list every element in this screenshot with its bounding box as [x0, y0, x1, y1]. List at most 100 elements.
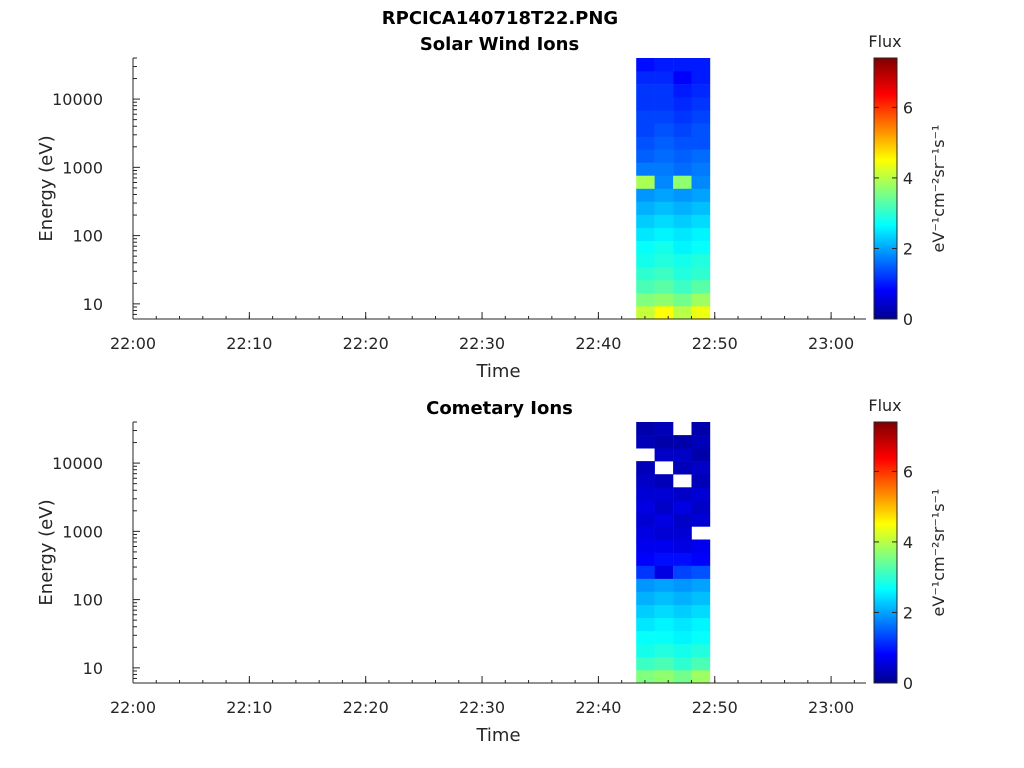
y-tick-label: 1000 — [62, 522, 103, 541]
heatmap-cell — [691, 253, 711, 268]
heatmap-cell — [636, 292, 655, 307]
heatmap-cell — [654, 214, 674, 228]
heatmap-cell — [636, 670, 655, 684]
heatmap-cell — [673, 292, 692, 307]
heatmap-cell — [636, 578, 655, 592]
heatmap-cell — [654, 539, 674, 553]
heatmap-cell — [636, 539, 655, 553]
panel-title: Cometary Ions — [426, 398, 573, 419]
heatmap-cell — [636, 617, 655, 632]
y-tick-label: 1000 — [62, 158, 103, 177]
colorbar: Flux 0 2 4 6 eV⁻¹cm⁻²sr⁻¹s⁻¹ — [868, 396, 948, 693]
heatmap-cell — [654, 305, 674, 320]
heatmap-cell — [673, 539, 692, 553]
heatmap-cell — [654, 526, 674, 540]
heatmap-cell — [636, 435, 655, 449]
heatmap-cell — [691, 227, 711, 241]
heatmap-cell — [636, 513, 655, 527]
heatmap-cell — [654, 123, 674, 137]
heatmap-cell — [636, 630, 655, 645]
heatmap-cell — [673, 435, 692, 449]
heatmap-cell — [636, 656, 655, 671]
x-tick-label: 22:00 — [110, 334, 156, 353]
heatmap-cell — [673, 123, 692, 137]
heatmap-cell — [673, 58, 692, 72]
heatmap-cell — [636, 58, 655, 72]
heatmap-cell — [691, 604, 711, 618]
x-tick-label: 22:10 — [226, 334, 272, 353]
colorbar-tick-label: 2 — [903, 603, 913, 622]
heatmap-cell — [673, 630, 692, 645]
heatmap-cell — [673, 526, 692, 540]
heatmap-cell — [691, 123, 711, 137]
heatmap-cell — [636, 422, 655, 436]
colorbar-tick-label: 6 — [903, 98, 913, 117]
heatmap-cell — [654, 643, 674, 658]
colorbar-tick-label: 4 — [903, 169, 913, 188]
x-tick-label: 23:00 — [808, 334, 854, 353]
colorbar-label: eV⁻¹cm⁻²sr⁻¹s⁻¹ — [929, 489, 948, 617]
heatmap-cell — [691, 162, 711, 176]
x-tick-label: 22:30 — [459, 334, 505, 353]
heatmap-cell — [673, 305, 692, 320]
heatmap-cell — [636, 175, 655, 189]
heatmap-cell — [691, 448, 711, 462]
x-tick-label: 22:40 — [575, 334, 621, 353]
heatmap-cell — [636, 97, 655, 111]
heatmap-cell — [654, 578, 674, 592]
heatmap-cell — [673, 643, 692, 658]
heatmap-cell — [654, 474, 674, 488]
heatmap-cell — [636, 279, 655, 294]
heatmap-cell — [654, 487, 674, 501]
heatmap-cell — [636, 487, 655, 501]
heatmap-cell — [691, 149, 711, 163]
heatmap-cell — [636, 136, 655, 150]
heatmap-cell — [691, 539, 711, 553]
colorbar-label: eV⁻¹cm⁻²sr⁻¹s⁻¹ — [929, 125, 948, 253]
heatmap-cell — [691, 240, 711, 255]
heatmap-cell — [673, 266, 692, 281]
heatmap-cell — [636, 565, 655, 579]
heatmap-cell — [636, 123, 655, 137]
heatmap-cell — [673, 227, 692, 241]
colorbar-tick-label: 0 — [903, 310, 913, 329]
heatmap-cell — [654, 448, 674, 462]
heatmap-cell — [691, 500, 711, 514]
y-tick-label: 100 — [72, 591, 103, 610]
x-tick-label: 22:20 — [343, 334, 389, 353]
heatmap-cell — [636, 253, 655, 268]
heatmap-cell — [636, 643, 655, 658]
heatmap-cell — [691, 565, 711, 579]
heatmap-cell — [636, 474, 655, 488]
y-tick-label: 100 — [72, 227, 103, 246]
colorbar: Flux 0 2 4 6 eV⁻¹cm⁻²sr⁻¹s⁻¹ — [868, 32, 948, 329]
heatmap-cell — [691, 188, 711, 202]
heatmap-cell — [691, 578, 711, 592]
heatmap-cell — [691, 513, 711, 527]
heatmap-cell — [636, 110, 655, 124]
heatmap-cell — [691, 643, 711, 658]
x-tick-label: 22:30 — [459, 698, 505, 717]
colorbar-gradient — [873, 57, 898, 320]
heatmap-cell — [673, 136, 692, 150]
heatmap-cell — [654, 617, 674, 632]
heatmap-cell — [673, 162, 692, 176]
x-tick-label: 22:50 — [692, 334, 738, 353]
heatmap-cell — [691, 422, 711, 436]
heatmap-cell — [654, 656, 674, 671]
heatmap-cell — [691, 71, 711, 85]
heatmap-cell — [673, 279, 692, 294]
heatmap-cell — [654, 292, 674, 307]
y-tick-label: 10000 — [52, 454, 103, 473]
heatmap-cell — [691, 266, 711, 281]
heatmap-cell — [654, 201, 674, 215]
heatmap-cell — [636, 526, 655, 540]
panel-title: Solar Wind Ions — [420, 34, 579, 55]
heatmap-cell — [636, 227, 655, 241]
heatmap-cell — [636, 552, 655, 566]
heatmap-cell — [636, 188, 655, 202]
heatmap-cell — [654, 58, 674, 72]
heatmap-cell — [673, 604, 692, 618]
heatmap-cell — [673, 461, 692, 475]
heatmap-cell — [691, 136, 711, 150]
